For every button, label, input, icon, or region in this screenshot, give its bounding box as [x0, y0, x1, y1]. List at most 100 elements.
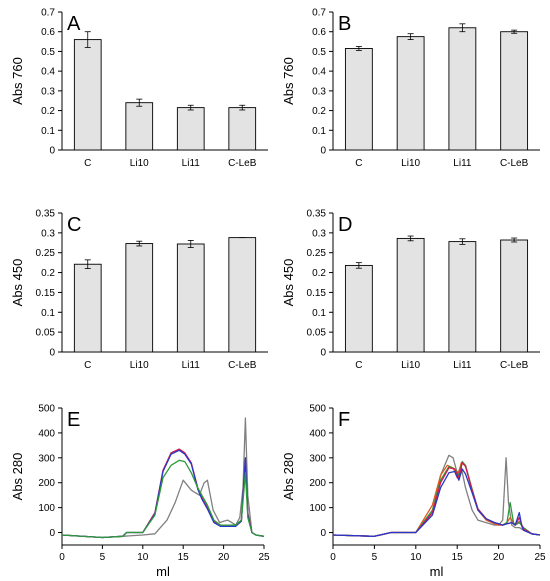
panel-e: 0 100 200 300 400 500 Abs 280 E 0 5 10 15 20 25 ml — [10, 404, 270, 580]
y-tick-label: 0.2 — [41, 106, 55, 117]
x-tick-label: 10 — [410, 552, 422, 563]
y-tick-label: 200 — [38, 478, 55, 489]
y-tick-label: 0 — [320, 146, 326, 157]
y-tick-label: 0 — [320, 348, 326, 359]
x-tick-label: 20 — [493, 552, 505, 563]
x-axis-label: ml — [430, 564, 444, 579]
bar-c — [73, 263, 102, 353]
y-tick-label: 0.15 — [36, 288, 56, 299]
x-tick-label: 5 — [100, 552, 106, 563]
x-tick-label: 25 — [534, 552, 546, 563]
y-tick-label: 0 — [320, 528, 326, 539]
y-tick-label: 500 — [309, 404, 326, 415]
bar-c — [73, 39, 102, 151]
x-tick-label: Li11 — [453, 158, 472, 169]
x-tick-label: Li10 — [401, 360, 420, 371]
error-bar — [407, 235, 414, 242]
x-tick-label: C-LeB — [228, 360, 257, 371]
x-tick-label: C — [355, 360, 362, 371]
x-tick-label: C — [355, 158, 362, 169]
y-tick-label: 0.35 — [307, 209, 327, 220]
series-line-1 — [61, 417, 265, 539]
y-tick-label: 400 — [309, 428, 326, 439]
x-tick-label: C-LeB — [500, 158, 529, 169]
y-axis-label: Abs 280 — [281, 453, 296, 501]
x-axis-label: ml — [156, 564, 170, 579]
bar-li10 — [396, 237, 425, 353]
error-bar — [355, 262, 362, 269]
error-bar — [239, 104, 246, 111]
x-tick-label: 0 — [330, 552, 336, 563]
series-line-4 — [61, 459, 265, 539]
panel-label: E — [67, 409, 80, 431]
bar-c-leb — [228, 107, 257, 151]
y-tick-label: 0.1 — [312, 126, 326, 137]
y-axis-label: Abs 280 — [10, 453, 25, 501]
x-tick-label: Li10 — [130, 158, 149, 169]
y-tick-label: 0.05 — [307, 328, 327, 339]
y-tick-label: 0.3 — [41, 228, 55, 239]
y-tick-label: 0.6 — [312, 27, 326, 38]
x-tick-label: 25 — [258, 552, 270, 563]
y-tick-label: 0.25 — [36, 248, 56, 259]
y-tick-label: 0.3 — [312, 86, 326, 97]
y-axis-label: Abs 450 — [281, 259, 296, 307]
x-tick-label: 15 — [452, 552, 464, 563]
x-tick-label: C-LeB — [500, 360, 529, 371]
y-tick-label: 0.35 — [36, 209, 56, 220]
y-tick-label: 0.1 — [312, 308, 326, 319]
bar-c-leb — [500, 31, 529, 151]
error-bar — [187, 240, 194, 248]
error-bar — [84, 259, 91, 270]
y-tick-label: 0.4 — [41, 67, 55, 78]
bar-c-leb — [500, 239, 529, 353]
y-axis-label: Abs 760 — [10, 57, 25, 105]
error-bar — [407, 33, 414, 40]
bar-li11 — [448, 241, 477, 353]
x-tick-label: 20 — [218, 552, 230, 563]
panel-f: 0 100 200 300 400 500 Abs 280 F 0 5 10 15 20 25 ml — [281, 404, 546, 580]
error-bar — [511, 237, 518, 243]
error-bar — [187, 104, 194, 111]
x-tick-label: 0 — [59, 552, 65, 563]
y-tick-label: 0 — [49, 146, 55, 157]
y-tick-label: 200 — [309, 478, 326, 489]
y-tick-label: 0.5 — [312, 47, 326, 58]
panel-label: D — [338, 214, 352, 236]
y-tick-label: 400 — [38, 428, 55, 439]
panel-label: F — [338, 409, 350, 431]
error-bar — [511, 29, 518, 34]
x-tick-label: 5 — [372, 552, 378, 563]
x-tick-label: 10 — [137, 552, 149, 563]
panel-c: 0 0.05 0.1 0.15 0.2 0.25 0.3 0.35 Abs 450 C C Li10 L… — [10, 209, 268, 371]
y-tick-label: 0.7 — [41, 8, 55, 19]
bar-li11 — [176, 243, 205, 353]
error-bar — [355, 46, 362, 51]
x-tick-label: C — [84, 360, 91, 371]
x-tick-label: Li11 — [453, 360, 472, 371]
y-tick-label: 100 — [38, 503, 55, 514]
y-tick-label: 0.2 — [312, 268, 326, 279]
error-bar — [459, 23, 466, 33]
panel-b: 0 0.1 0.2 0.3 0.4 0.5 0.6 0.7 Abs 760 B C Li10 Li11 C… — [281, 8, 540, 169]
y-tick-label: 0.3 — [41, 86, 55, 97]
y-tick-label: 0.2 — [41, 268, 55, 279]
y-axis-label: Abs 450 — [10, 259, 25, 307]
bar-li10 — [396, 36, 425, 151]
y-tick-label: 0.05 — [36, 328, 56, 339]
y-tick-label: 0.3 — [312, 228, 326, 239]
y-tick-label: 0.15 — [307, 288, 327, 299]
x-tick-label: Li10 — [401, 158, 420, 169]
error-bar — [136, 240, 143, 247]
y-tick-label: 0.4 — [312, 67, 326, 78]
y-tick-label: 500 — [38, 404, 55, 415]
bar-li11 — [176, 107, 205, 151]
bar-li10 — [125, 102, 154, 151]
error-bar — [84, 31, 91, 48]
y-tick-label: 0.7 — [312, 8, 326, 19]
y-tick-label: 0.1 — [41, 126, 55, 137]
y-tick-label: 300 — [309, 453, 326, 464]
bar-li10 — [125, 243, 154, 353]
x-tick-label: C — [84, 158, 91, 169]
